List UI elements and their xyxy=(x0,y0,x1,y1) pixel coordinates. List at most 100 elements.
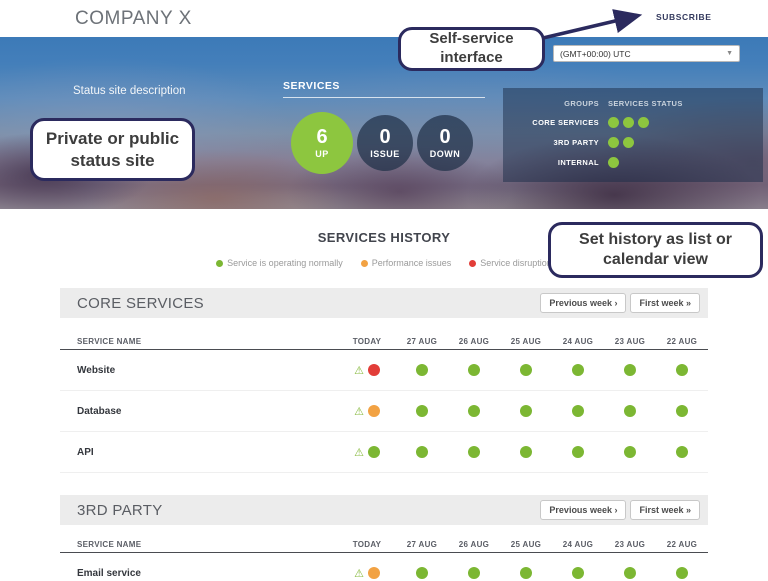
column-header: 26 AUG xyxy=(458,337,490,346)
group-status-dots xyxy=(608,137,634,148)
green-dot-icon xyxy=(216,259,224,267)
group-label: CORE SERVICES xyxy=(532,118,599,127)
section-title: 3RD PARTY xyxy=(77,501,163,519)
services-history: SERVICES HISTORY Service is operating no… xyxy=(0,209,768,581)
day-status-cell xyxy=(448,567,500,579)
warning-icon: ⚠ xyxy=(354,566,364,580)
counter-down-label: DOWN xyxy=(429,149,461,159)
section-header-bar: 3RD PARTY Previous week › First week » xyxy=(60,495,708,525)
table-header-row: SERVICE NAME TODAY 27 AUG 26 AUG 25 AUG 24 AU… xyxy=(60,330,708,350)
day-status-cell xyxy=(552,567,604,579)
callout-self-service: Self-service interface xyxy=(398,27,545,71)
status-dot-icon xyxy=(520,446,532,458)
legend-item-performance: Performance issues xyxy=(360,258,451,268)
status-dot-icon xyxy=(624,405,636,417)
groups-column-header: GROUPS xyxy=(564,99,599,108)
warning-icon: ⚠ xyxy=(354,404,364,418)
subscribe-link[interactable]: SUBSCRIBE xyxy=(656,12,712,22)
today-status-cell: ⚠ xyxy=(338,405,396,417)
counter-up-value: 6 xyxy=(316,126,328,148)
services-label: SERVICES xyxy=(283,80,485,98)
legend-normal-label: Service is operating normally xyxy=(227,258,343,268)
history-section: CORE SERVICES Previous week › First week »… xyxy=(60,288,708,473)
group-label: INTERNAL xyxy=(557,158,599,167)
service-name: Website xyxy=(77,364,116,376)
site-description: Status site description xyxy=(73,85,186,97)
today-status-cell: ⚠ xyxy=(338,446,396,458)
legend-disruption-label: Service disruption xyxy=(480,258,552,268)
timezone-value: (GMT+00:00) UTC xyxy=(560,48,631,59)
chevron-down-icon: ▼ xyxy=(726,50,733,57)
today-status-cell: ⚠ xyxy=(338,364,396,376)
service-row: API ⚠ xyxy=(60,432,708,473)
status-dot-icon xyxy=(676,405,688,417)
today-status-cell: ⚠ xyxy=(338,567,396,579)
warning-icon: ⚠ xyxy=(354,445,364,459)
service-name: Email service xyxy=(77,567,141,579)
status-dot-icon xyxy=(676,567,688,579)
group-status-row: CORE SERVICES xyxy=(517,117,749,128)
day-status-cell xyxy=(396,364,448,376)
status-dot-icon xyxy=(416,364,428,376)
service-name: Database xyxy=(77,405,122,417)
day-status-cell xyxy=(396,446,448,458)
previous-week-button[interactable]: Previous week › xyxy=(540,500,627,520)
day-status-cell xyxy=(656,364,708,376)
day-status-cell xyxy=(500,364,552,376)
callout-history-view: Set history as list or calendar view xyxy=(548,222,763,278)
column-header: TODAY xyxy=(352,540,382,549)
legend-item-disruption: Service disruption xyxy=(469,258,552,268)
column-header: 27 AUG xyxy=(406,337,438,346)
status-dot-icon xyxy=(367,364,380,376)
week-nav: Previous week › First week » xyxy=(536,293,700,313)
status-dot-icon xyxy=(572,364,584,376)
first-week-button[interactable]: First week » xyxy=(630,293,700,313)
groups-panel-rows: CORE SERVICES 3RD PARTY INTERNAL xyxy=(517,117,749,168)
status-dot-icon xyxy=(676,446,688,458)
day-status-cell xyxy=(656,567,708,579)
status-dot-green-icon xyxy=(608,117,619,128)
group-status-dots xyxy=(608,117,649,128)
service-name-header: SERVICE NAME xyxy=(77,540,142,549)
first-week-button[interactable]: First week » xyxy=(630,500,700,520)
legend-item-normal: Service is operating normally xyxy=(216,258,343,268)
history-section: 3RD PARTY Previous week › First week » SERV… xyxy=(60,495,708,581)
day-status-cell xyxy=(604,446,656,458)
day-status-cell xyxy=(604,567,656,579)
day-status-cell xyxy=(500,446,552,458)
company-logo: COMPANY X xyxy=(75,8,192,29)
column-header: 22 AUG xyxy=(666,540,698,549)
timezone-select[interactable]: (GMT+00:00) UTC ▼ xyxy=(553,45,740,62)
column-header: TODAY xyxy=(352,337,382,346)
status-dot-green-icon xyxy=(623,117,634,128)
service-row: Website ⚠ xyxy=(60,350,708,391)
counter-down-value: 0 xyxy=(439,126,451,148)
red-dot-icon xyxy=(469,259,477,267)
column-header: 25 AUG xyxy=(510,540,542,549)
services-status-column-header: SERVICES STATUS xyxy=(608,99,683,108)
group-status-dots xyxy=(608,157,619,168)
status-dot-icon xyxy=(468,446,480,458)
service-name: API xyxy=(77,446,94,458)
previous-week-button[interactable]: Previous week › xyxy=(540,293,627,313)
day-status-cell xyxy=(656,405,708,417)
day-status-cell xyxy=(448,446,500,458)
status-dot-icon xyxy=(572,567,584,579)
status-dot-icon xyxy=(624,364,636,376)
service-row: Email service ⚠ xyxy=(60,553,708,581)
status-dot-icon xyxy=(520,405,532,417)
status-dot-icon xyxy=(468,405,480,417)
day-status-cell xyxy=(656,446,708,458)
status-dot-icon xyxy=(572,405,584,417)
status-dot-icon xyxy=(468,364,480,376)
day-status-cell xyxy=(500,405,552,417)
day-status-cell xyxy=(500,567,552,579)
column-header: 23 AUG xyxy=(614,337,646,346)
service-counters: 6 UP 0 ISSUE 0 DOWN xyxy=(291,112,473,174)
status-dot-icon xyxy=(520,567,532,579)
day-status-cell xyxy=(396,567,448,579)
column-header: 25 AUG xyxy=(510,337,542,346)
status-dot-green-icon xyxy=(608,137,619,148)
status-dot-icon xyxy=(572,446,584,458)
